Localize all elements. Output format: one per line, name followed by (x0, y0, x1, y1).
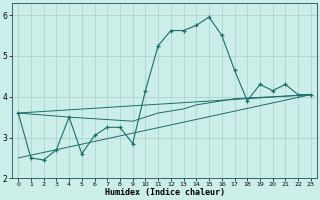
X-axis label: Humidex (Indice chaleur): Humidex (Indice chaleur) (105, 188, 225, 197)
